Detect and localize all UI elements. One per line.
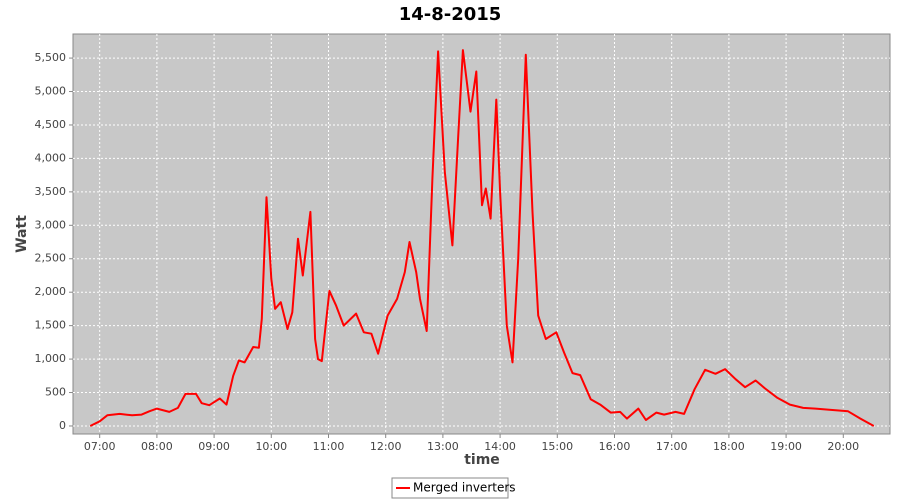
x-tick-label: 11:00: [313, 440, 345, 453]
y-tick-label: 3,500: [35, 185, 67, 198]
x-tick-label: 18:00: [713, 440, 745, 453]
y-tick-label: 500: [45, 386, 66, 399]
legend: [391, 477, 509, 499]
x-tick-label: 12:00: [370, 440, 402, 453]
y-tick-label: 5,000: [35, 85, 67, 98]
y-tick-label: 4,000: [35, 151, 67, 164]
line-series: [89, 49, 875, 427]
x-tick-label: 15:00: [541, 440, 573, 453]
x-tick-label: 09:00: [198, 440, 230, 453]
y-tick-label: 1,500: [35, 319, 67, 332]
y-tick-label: 2,000: [35, 285, 67, 298]
x-axis-label: time: [464, 452, 500, 468]
x-tick-label: 08:00: [141, 440, 173, 453]
x-tick-label: 19:00: [770, 440, 802, 453]
plot-area: [72, 33, 891, 435]
y-tick-label: 1,000: [35, 352, 67, 365]
x-tick-label: 20:00: [827, 440, 859, 453]
x-tick-label: 07:00: [84, 440, 116, 453]
x-tick-label: 14:00: [484, 440, 516, 453]
x-tick-label: 13:00: [427, 440, 459, 453]
y-tick-label: 2,500: [35, 252, 67, 265]
chart-title: 14-8-2015: [399, 4, 502, 25]
y-axis-label: Watt: [14, 215, 30, 253]
x-tick-label: 10:00: [255, 440, 287, 453]
x-tick-label: 16:00: [599, 440, 631, 453]
x-tick-label: 17:00: [656, 440, 688, 453]
y-tick-label: 4,500: [35, 118, 67, 131]
legend-label: Merged inverters: [413, 481, 516, 495]
y-tick-label: 0: [59, 419, 66, 432]
plot: 0 500 1,000 1,500 2,000 2,500 3,000 3,500 4,000 4…: [35, 34, 890, 453]
y-tick-label: 5,500: [35, 51, 67, 64]
y-tick-label: 3,000: [35, 218, 67, 231]
